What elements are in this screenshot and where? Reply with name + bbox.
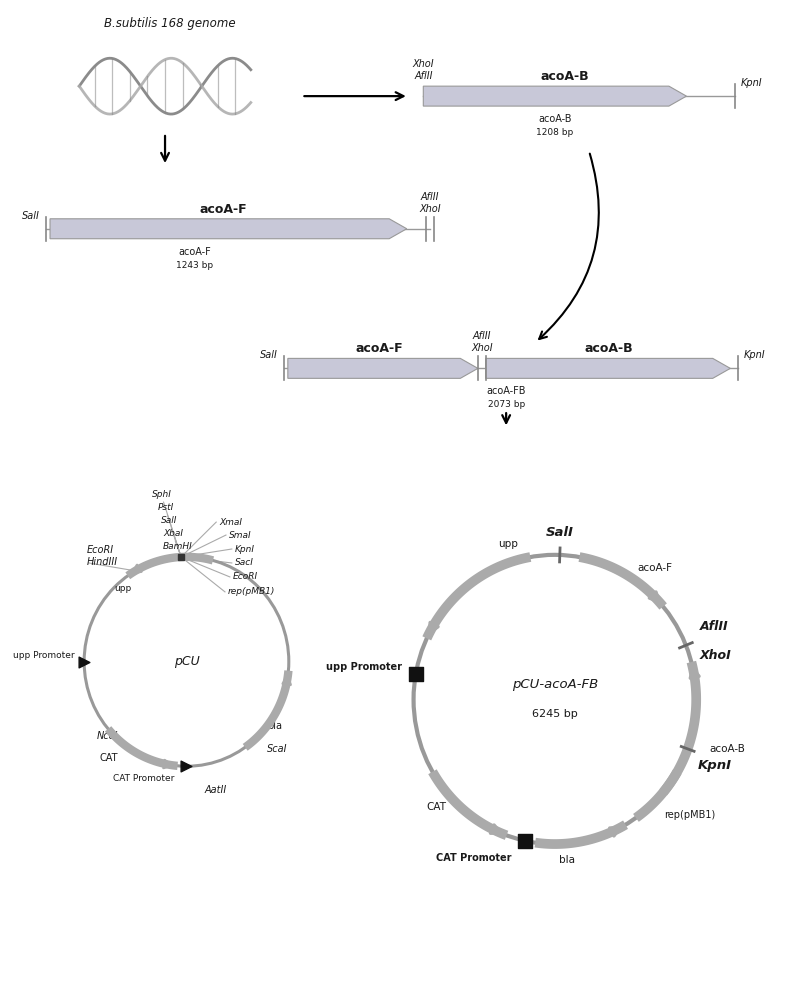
Text: PstI: PstI [157, 503, 174, 512]
Text: XhoI: XhoI [471, 343, 493, 353]
Text: SmaI: SmaI [229, 531, 252, 540]
Text: upp Promoter: upp Promoter [326, 662, 402, 672]
Text: AflII: AflII [414, 71, 433, 81]
Text: SalI: SalI [22, 211, 41, 221]
Text: 1208 bp: 1208 bp [536, 128, 574, 137]
Text: B.subtilis 168 genome: B.subtilis 168 genome [104, 17, 236, 30]
Text: AflII: AflII [473, 331, 491, 341]
Polygon shape [50, 219, 406, 239]
Text: CAT Promoter: CAT Promoter [436, 853, 512, 863]
Text: KpnI: KpnI [697, 759, 732, 772]
Text: acoA-B: acoA-B [710, 744, 746, 754]
Text: SalI: SalI [546, 526, 574, 539]
Text: 2073 bp: 2073 bp [488, 400, 524, 409]
Point [410, 666, 422, 682]
Polygon shape [423, 86, 686, 106]
Text: XhoI: XhoI [700, 649, 732, 662]
Point [78, 654, 91, 670]
Text: CAT: CAT [100, 753, 118, 763]
Text: bla: bla [267, 721, 281, 731]
Text: acoA-F: acoA-F [355, 342, 403, 355]
Text: rep(pMB1): rep(pMB1) [664, 810, 716, 820]
Text: XmaI: XmaI [219, 518, 242, 527]
Text: pCU-acoA-FB: pCU-acoA-FB [512, 678, 598, 691]
Text: BamHI: BamHI [163, 542, 192, 551]
Text: upp: upp [498, 539, 518, 549]
Text: NcoI: NcoI [96, 731, 118, 741]
Polygon shape [485, 358, 730, 378]
Text: XhoI: XhoI [419, 204, 441, 214]
Text: KpnI: KpnI [744, 350, 766, 360]
Text: AflII: AflII [700, 620, 728, 633]
Text: pCU: pCU [174, 655, 199, 668]
Text: KpnI: KpnI [741, 78, 763, 88]
Text: acoA-FB: acoA-FB [486, 386, 526, 396]
Text: HindIII: HindIII [87, 557, 118, 567]
Text: acoA-F: acoA-F [200, 203, 247, 216]
Text: acoA-B: acoA-B [540, 70, 589, 83]
FancyArrowPatch shape [540, 154, 599, 339]
Text: SacI: SacI [235, 558, 253, 567]
Polygon shape [288, 358, 478, 378]
Text: AatII: AatII [204, 785, 226, 795]
Text: SalI: SalI [161, 516, 178, 525]
Text: KpnI: KpnI [235, 545, 255, 554]
Text: EcoRI: EcoRI [233, 572, 258, 581]
Text: CAT Promoter: CAT Promoter [113, 774, 175, 783]
Text: 6245 bp: 6245 bp [532, 709, 578, 719]
Text: AflII: AflII [421, 192, 439, 202]
Text: SalI: SalI [260, 350, 278, 360]
Text: EcoRI: EcoRI [87, 545, 114, 555]
Point [519, 833, 532, 849]
Text: XhoI: XhoI [413, 59, 434, 69]
Text: CAT: CAT [426, 802, 446, 812]
Text: 1243 bp: 1243 bp [175, 261, 213, 270]
Point [180, 758, 193, 774]
Text: acoA-B: acoA-B [584, 342, 633, 355]
Text: acoA-B: acoA-B [538, 114, 571, 124]
Text: upp Promoter: upp Promoter [13, 651, 74, 660]
Text: ScaI: ScaI [267, 744, 287, 754]
Text: acoA-F: acoA-F [178, 247, 210, 257]
Text: rep(pMB1): rep(pMB1) [228, 587, 275, 596]
Text: bla: bla [559, 855, 575, 865]
Text: upp: upp [114, 584, 132, 593]
Text: XbaI: XbaI [163, 529, 183, 538]
Text: SphI: SphI [151, 490, 171, 499]
Text: acoA-F: acoA-F [638, 563, 672, 573]
